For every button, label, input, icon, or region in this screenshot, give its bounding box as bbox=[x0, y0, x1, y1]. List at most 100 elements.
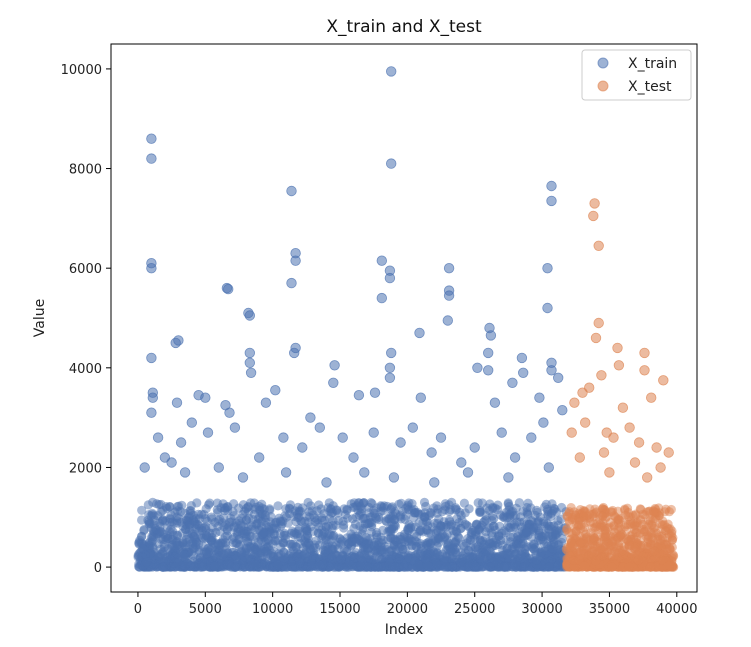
legend-label-x-train: X_train bbox=[628, 56, 677, 72]
data-point bbox=[254, 452, 265, 463]
data-point bbox=[608, 432, 619, 443]
bulk-point bbox=[155, 526, 165, 536]
data-point bbox=[305, 412, 316, 423]
bulk-point bbox=[386, 525, 396, 535]
bulk-point bbox=[363, 536, 373, 546]
data-point bbox=[146, 352, 157, 364]
data-point bbox=[542, 302, 553, 314]
bulk-point bbox=[574, 515, 584, 525]
bulk-point bbox=[292, 552, 302, 562]
bulk-point bbox=[447, 519, 457, 530]
bulk-point bbox=[441, 562, 451, 572]
bulk-point bbox=[501, 527, 511, 537]
bulk-point bbox=[294, 507, 304, 518]
data-point bbox=[553, 372, 564, 384]
bulk-point bbox=[471, 519, 481, 529]
bulk-point bbox=[652, 561, 662, 572]
data-point bbox=[152, 432, 164, 443]
data-point bbox=[633, 437, 645, 448]
data-point bbox=[651, 442, 662, 453]
data-point bbox=[414, 327, 425, 339]
bulk-point bbox=[568, 541, 578, 551]
data-point bbox=[386, 347, 397, 359]
data-point bbox=[139, 462, 150, 473]
data-point bbox=[376, 255, 388, 266]
x-tick-label: 35000 bbox=[589, 602, 630, 617]
series-x-test bbox=[561, 198, 679, 572]
chart-title: X_train and X_test bbox=[326, 17, 482, 37]
data-point bbox=[443, 263, 455, 274]
data-point bbox=[146, 263, 157, 274]
data-point bbox=[526, 432, 537, 443]
bulk-point bbox=[149, 550, 159, 560]
data-point bbox=[353, 390, 365, 401]
bulk-point bbox=[433, 526, 443, 536]
data-point bbox=[244, 310, 256, 321]
bulk-point bbox=[550, 504, 560, 514]
bulk-point bbox=[554, 559, 564, 569]
y-tick-label: 2000 bbox=[69, 461, 102, 476]
bulk-point bbox=[229, 499, 239, 509]
data-point bbox=[171, 397, 183, 408]
data-point bbox=[384, 272, 396, 284]
data-point bbox=[518, 367, 529, 379]
data-point bbox=[574, 452, 586, 463]
bulk-point bbox=[441, 545, 451, 555]
bulk-point bbox=[258, 527, 269, 538]
bulk-point bbox=[384, 514, 394, 524]
bulk-point bbox=[519, 562, 529, 572]
bulk-point bbox=[508, 543, 518, 553]
bulk-point bbox=[303, 497, 313, 508]
bulk-point bbox=[516, 550, 526, 560]
legend-marker-x-train bbox=[597, 57, 609, 69]
bulk-point bbox=[359, 498, 369, 508]
bulk-point bbox=[172, 548, 182, 559]
data-point bbox=[542, 263, 553, 274]
data-point bbox=[173, 335, 184, 346]
x-axis: 0 5000 10000 15000 20000 25000 30000 35000 40000 bbox=[134, 592, 697, 617]
bulk-point bbox=[503, 550, 513, 560]
data-point bbox=[395, 437, 406, 448]
data-point bbox=[415, 392, 427, 403]
bulk-point bbox=[158, 562, 168, 572]
bulk-point bbox=[396, 498, 406, 508]
bulk-point bbox=[395, 534, 405, 544]
bulk-point bbox=[430, 534, 440, 544]
data-point bbox=[566, 427, 577, 438]
bulk-point bbox=[362, 562, 373, 572]
bulk-point bbox=[663, 524, 674, 534]
bulk-point bbox=[143, 500, 153, 510]
bulk-point bbox=[423, 561, 433, 572]
data-point bbox=[359, 467, 370, 478]
bulk-point bbox=[311, 543, 321, 553]
data-point bbox=[588, 210, 599, 222]
bulk-point bbox=[502, 512, 512, 523]
y-tick-label: 6000 bbox=[69, 262, 102, 277]
data-point bbox=[244, 357, 256, 369]
data-point bbox=[485, 330, 497, 341]
bulk-point bbox=[484, 537, 494, 547]
data-point bbox=[146, 407, 157, 418]
bulk-point bbox=[645, 562, 655, 572]
data-point bbox=[613, 360, 625, 371]
bulk-point bbox=[624, 562, 634, 572]
bulk-point bbox=[657, 555, 668, 565]
bulk-point bbox=[243, 537, 253, 547]
bulk-point bbox=[635, 535, 646, 545]
bulk-point bbox=[595, 543, 605, 553]
data-point bbox=[462, 467, 474, 478]
data-point bbox=[456, 457, 467, 468]
bulk-point bbox=[214, 516, 224, 526]
data-point bbox=[222, 283, 234, 295]
bulk-point bbox=[280, 562, 290, 572]
bulk-point bbox=[433, 549, 443, 559]
bulk-point bbox=[653, 533, 663, 543]
bulk-point bbox=[141, 557, 152, 567]
bulk-point bbox=[336, 554, 346, 564]
bulk-point bbox=[285, 504, 295, 514]
bulk-point bbox=[409, 508, 419, 518]
bulk-point bbox=[534, 530, 544, 541]
bulk-point bbox=[518, 534, 528, 544]
data-point bbox=[590, 332, 602, 344]
x-tick-label: 15000 bbox=[319, 602, 360, 617]
